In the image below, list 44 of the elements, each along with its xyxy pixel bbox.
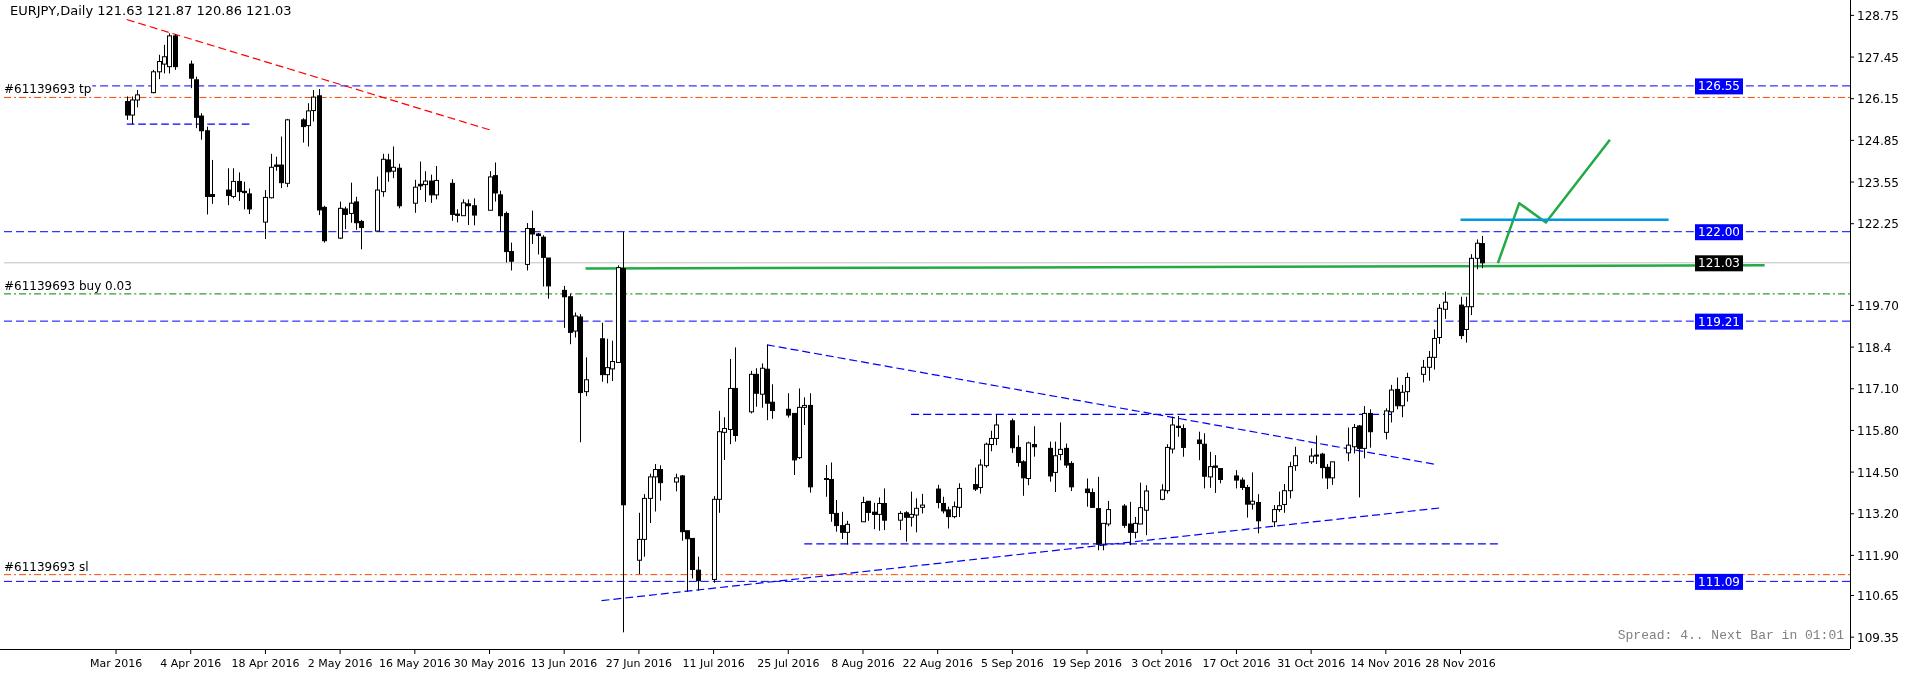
y-tick-label: 119.70 (1857, 298, 1899, 313)
y-tick-label: 114.50 (1857, 465, 1899, 480)
x-tick-label: 14 Nov 2016 (1350, 657, 1422, 670)
x-tick-label: 13 Jun 2016 (531, 657, 598, 670)
x-tick-label: 17 Oct 2016 (1202, 657, 1271, 670)
x-tick-label: 11 Jul 2016 (682, 657, 745, 670)
y-tick-label: 123.55 (1857, 175, 1899, 190)
y-tick-label: 124.85 (1857, 133, 1899, 148)
y-tick-label: 127.45 (1857, 50, 1899, 65)
y-tick-label: 109.35 (1857, 630, 1899, 645)
annotation: Spread: 4.. Next Bar in 01:01 (1617, 628, 1845, 643)
ref-line-label: #61139693 tp (4, 82, 92, 97)
y-tick-label: 111.90 (1857, 548, 1899, 563)
ref-line-label: 126.55 (1698, 79, 1740, 94)
ref-line-label: 122.00 (1698, 225, 1740, 240)
ref-line-label: 121.03 (1698, 256, 1740, 271)
ref-line-label: #61139693 buy 0.03 (4, 278, 132, 293)
ref-line-label: 119.21 (1698, 314, 1740, 329)
y-tick-label: 110.65 (1857, 588, 1899, 603)
x-tick-label: 5 Sep 2016 (981, 657, 1044, 670)
x-tick-label: 19 Sep 2016 (1052, 657, 1122, 670)
y-tick-label: 122.25 (1857, 217, 1899, 232)
x-tick-label: 25 Jul 2016 (757, 657, 820, 670)
chart-title: EURJPY,Daily 121.63 121.87 120.86 121.03 (10, 3, 292, 18)
y-tick-label: 115.80 (1857, 423, 1899, 438)
y-tick-label: 128.75 (1857, 8, 1899, 23)
x-tick-label: 18 Apr 2016 (231, 657, 300, 670)
y-tick-label: 126.15 (1857, 92, 1899, 107)
ref-line-label: #61139693 sl (4, 559, 89, 574)
x-tick-label: 3 Oct 2016 (1131, 657, 1193, 670)
ref-line-label: 111.09 (1698, 574, 1740, 589)
x-tick-label: 30 May 2016 (453, 657, 526, 670)
x-tick-label: 4 Apr 2016 (160, 657, 222, 670)
y-tick-label: 117.10 (1857, 382, 1899, 397)
x-tick-label: Mar 2016 (89, 657, 143, 670)
y-tick-label: 118.4 (1857, 340, 1892, 355)
x-tick-label: 16 May 2016 (378, 657, 451, 670)
x-tick-label: 27 Jun 2016 (605, 657, 672, 670)
y-tick-label: 113.20 (1857, 507, 1899, 522)
x-tick-label: 2 May 2016 (307, 657, 373, 670)
x-tick-label: 22 Aug 2016 (902, 657, 973, 670)
x-tick-label: 28 Nov 2016 (1425, 657, 1496, 670)
x-tick-label: 31 Oct 2016 (1277, 657, 1346, 670)
x-tick-label: 8 Aug 2016 (831, 657, 895, 670)
